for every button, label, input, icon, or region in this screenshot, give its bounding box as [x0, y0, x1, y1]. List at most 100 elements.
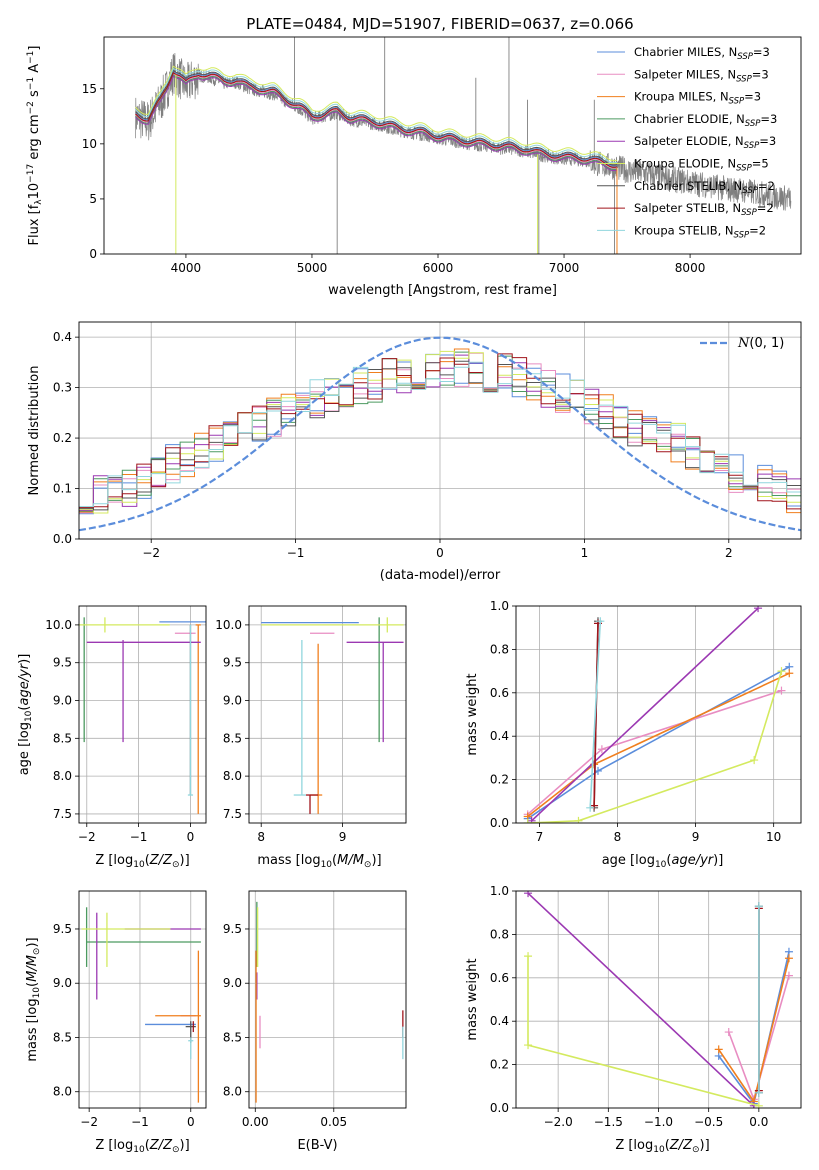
weight-marker-kroupa_elodie [524, 1041, 533, 1050]
x-axis-label: Z [log10(Z/Z⊙)] [615, 1138, 709, 1155]
legend: Chabrier MILES, NSSP=3 Salpeter MILES, NS… [597, 45, 777, 240]
weight-marker-kroupa_elodie [750, 756, 759, 765]
y-tick-label: 0.1 [53, 482, 72, 496]
x-tick-label: 8 [257, 830, 265, 844]
y-tick-label: 9.5 [53, 922, 72, 936]
chart-age_vs_mass: 8 9 7.5 8.0 8.5 9.0 9.5 10.0 mass [log10(M/M⊙)] [215, 605, 407, 870]
x-axis-label: Z [log10(Z/Z⊙)] [95, 1138, 189, 1155]
y-tick-label: 8.5 [223, 731, 242, 745]
chart-weight_vs_Z: −2.0 −1.5 −1.0 −0.5 0.0 0.0 0.2 0.4 0.6 0.8 1.0 Z [… [465, 884, 802, 1155]
weight-marker-kroupa_elodie [777, 667, 786, 676]
axes-frame [248, 890, 407, 1109]
plot-area [79, 617, 206, 814]
y-tick-label: 8.5 [53, 731, 72, 745]
x-tick-label: 0 [187, 1115, 195, 1129]
x-axis-label: mass [log10(M/M⊙)] [257, 853, 381, 870]
x-tick-label: 9 [692, 830, 700, 844]
weight-line-salpeter_miles [527, 689, 782, 815]
histogram-kroupa_elodie [79, 350, 801, 514]
x-tick-label: −1 [131, 1115, 149, 1129]
weight-marker-salpeter_elodie [524, 891, 533, 898]
chart-spectrum: 4000 5000 6000 7000 8000 0 5 10 15 wavelength [An… [26, 36, 802, 298]
y-axis-label: mass weight [465, 958, 480, 1040]
weight-line-salpeter_elodie [527, 892, 755, 1107]
x-tick-label: 6000 [423, 261, 454, 275]
y-tick-label: 8.0 [223, 1085, 242, 1099]
y-tick-label: 8.5 [53, 1030, 72, 1044]
y-tick-label: 15 [82, 82, 97, 96]
legend-label: Chabrier ELODIE, NSSP=3 [634, 112, 777, 129]
weight-marker-salpeter_stelib [590, 801, 599, 810]
y-tick-label: 0.4 [53, 330, 72, 344]
weight-marker-salpeter_miles [784, 971, 793, 980]
y-tick-label: 9.5 [223, 922, 242, 936]
weight-marker-salpeter_elodie [527, 816, 536, 823]
weight-line-kroupa_miles [527, 672, 790, 818]
y-tick-label: 10.0 [215, 618, 242, 632]
normal-curve [79, 336, 801, 532]
x-tick-label: 7000 [549, 261, 580, 275]
y-tick-label: 5 [89, 192, 97, 206]
legend-label: Salpeter ELODIE, NSSP=3 [634, 134, 776, 151]
weight-line-salpeter_elodie [531, 607, 759, 822]
histogram-salpeter_stelib [79, 353, 801, 510]
histogram-kroupa_stelib [79, 361, 801, 508]
weight-marker-kroupa_stelib [596, 617, 605, 626]
y-tick-label: 1.0 [490, 884, 509, 898]
x-tick-label: −0.5 [694, 1115, 723, 1129]
weight-line-chabrier_miles [527, 666, 790, 820]
y-tick-label: 0.8 [490, 642, 509, 656]
x-tick-label: 2 [725, 546, 733, 560]
weight-marker-kroupa_elodie [524, 952, 533, 961]
y-tick-label: 0.6 [490, 971, 509, 985]
y-tick-label: 0.6 [490, 686, 509, 700]
weight-marker-kroupa_elodie [523, 819, 532, 823]
y-tick-label: 8.0 [53, 769, 72, 783]
y-tick-label: 1.0 [490, 599, 509, 613]
plot-area [81, 907, 201, 1103]
x-tick-label: 0 [436, 546, 444, 560]
y-tick-label: 0.4 [490, 1014, 509, 1028]
y-axis-label: age [log10(age/yr)] [17, 654, 34, 776]
weight-line-kroupa_elodie [527, 670, 783, 823]
y-tick-label: 0 [89, 247, 97, 261]
x-tick-label: 5000 [297, 261, 328, 275]
model-chabrier_stelib [135, 69, 618, 166]
weight-marker-kroupa_elodie [754, 1101, 763, 1108]
x-tick-label: 0.00 [242, 1115, 269, 1129]
weight-marker-kroupa_stelib [754, 902, 763, 911]
model-chabrier_elodie [135, 74, 618, 170]
chart-mass_vs_Z: −2 −1 0 8.0 8.5 9.0 9.5 Z [log10(Z/Z⊙)] mass [lo… [25, 890, 207, 1155]
chart-mass_vs_ebv: 0.00 0.05 8.0 8.5 9.0 9.5 E(B-V) [223, 890, 407, 1153]
model-kroupa_stelib [135, 67, 618, 164]
y-axis-label: mass weight [465, 673, 480, 755]
histogram-salpeter_elodie [79, 354, 801, 511]
weight-marker-kroupa_stelib [754, 1088, 763, 1097]
y-tick-label: 0.2 [490, 1058, 509, 1072]
x-tick-label: 8000 [675, 261, 706, 275]
y-axis-label: Normed distribution [27, 366, 42, 496]
y-axis-label: Flux [fλ10−17 erg cm−2 s−1 A−1] [26, 46, 44, 246]
y-tick-label: 0.2 [53, 431, 72, 445]
y-axis-label: mass [log10(M/M⊙)] [25, 937, 42, 1061]
weight-marker-kroupa_stelib [586, 803, 595, 812]
x-tick-label: 10 [766, 830, 781, 844]
model-salpeter_elodie [135, 75, 618, 171]
axes-frame [248, 605, 407, 824]
weight-marker-kroupa_elodie [574, 816, 583, 823]
model-kroupa_elodie [135, 65, 618, 162]
axes-frame [515, 605, 802, 824]
y-tick-label: 8.0 [223, 769, 242, 783]
legend-label: Salpeter STELIB, NSSP=2 [634, 201, 774, 218]
chart-age_vs_Z: −2 −1 0 7.5 8.0 8.5 9.0 9.5 10.0 Z [log10(Z/Z⊙)] a… [17, 605, 207, 870]
axes-frame [78, 321, 802, 540]
chart-weight_vs_age: 7 8 9 10 0.0 0.2 0.4 0.6 0.8 1.0 age [log10(age/yr… [465, 599, 802, 870]
y-tick-label: 0.8 [490, 927, 509, 941]
weight-line-kroupa_elodie [527, 956, 760, 1107]
x-axis-label: Z [log10(Z/Z⊙)] [95, 853, 189, 870]
y-tick-label: 0.4 [490, 729, 509, 743]
plot-area [255, 901, 404, 1103]
x-tick-label: −1 [287, 546, 305, 560]
figure-title: PLATE=0484, MJD=51907, FIBERID=0637, z=0… [246, 15, 633, 33]
